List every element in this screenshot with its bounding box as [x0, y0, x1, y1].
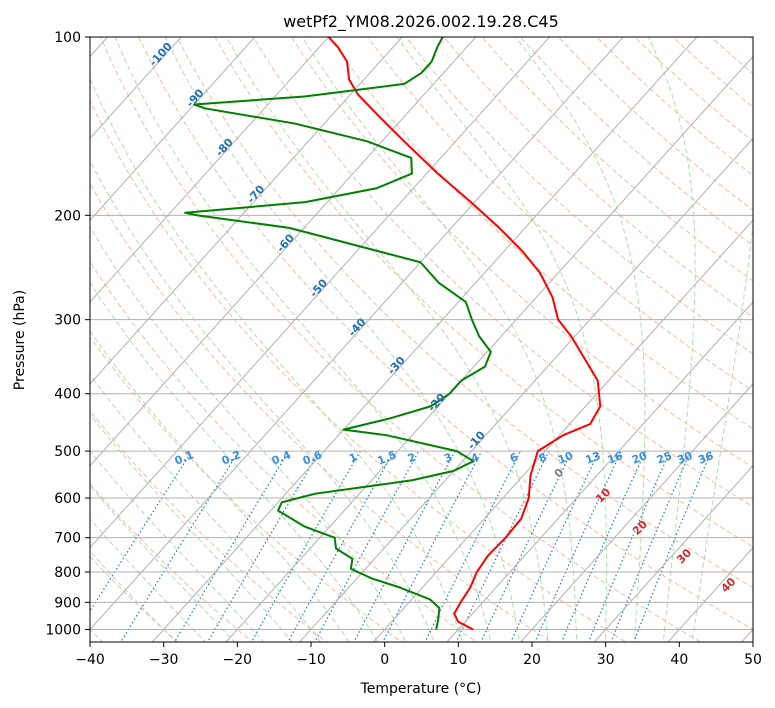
- x-tick-label: −40: [75, 652, 105, 668]
- isotherm-12: [151, 37, 698, 642]
- sounding-profiles: [184, 37, 602, 631]
- y-tick-label: 1000: [45, 622, 81, 638]
- moist-adiabat-4: [90, 413, 293, 642]
- x-tick-label: 40: [670, 652, 688, 668]
- x-axis: −40 −30 −20 −10 0 10 20 30 40 50: [75, 642, 762, 668]
- mixing-ratio-label: 20: [630, 449, 649, 467]
- moist-adiabat-3: [90, 450, 265, 642]
- y-tick-label: 600: [54, 491, 81, 507]
- dry-adiabat-5: [90, 260, 478, 642]
- y-tick-label: 800: [54, 565, 81, 581]
- chart-title: wetPf2_YM08.2026.002.19.28.C45: [283, 12, 559, 32]
- y-axis-label: Pressure (hPa): [12, 290, 28, 390]
- isotherm-5: [90, 37, 182, 140]
- x-axis-label: Temperature (°C): [360, 681, 482, 697]
- dry-adiabat-7: [90, 99, 627, 642]
- x-tick-label: −10: [296, 652, 326, 668]
- temperature-profile: [327, 37, 602, 631]
- isotherm-18: [593, 464, 753, 642]
- isotherm-14: [299, 137, 753, 642]
- moist-adiabat-12: [164, 37, 520, 642]
- dry-adiabat-16: [405, 37, 753, 355]
- dry-adiabat-9: [138, 37, 753, 631]
- y-tick-label: 700: [54, 531, 81, 547]
- dry-adiabat-13: [290, 37, 753, 469]
- isotherm-16: [446, 301, 753, 642]
- y-tick-label: 500: [54, 444, 81, 460]
- isotherm-6: [90, 37, 256, 221]
- dry-adiabat-6: [90, 182, 552, 642]
- mixing-ratio-label: 3: [442, 450, 454, 465]
- moist-adiabat-10: [90, 77, 464, 642]
- plot-frame: [89, 36, 754, 643]
- moist-adiabat-16: [515, 37, 646, 642]
- y-tick-label: 100: [54, 30, 81, 46]
- isotherm-11: [90, 37, 624, 631]
- moist-adiabat-17: [647, 37, 696, 642]
- dry-adiabat-8: [100, 37, 702, 642]
- mixing-ratio-label: 13: [583, 449, 602, 467]
- moist-adiabat-13: [226, 37, 549, 642]
- moist-adiabat-18: [691, 219, 753, 642]
- isotherm-9: [90, 37, 477, 467]
- isotherm-10: [90, 37, 551, 549]
- moist-adiabat-7: [90, 281, 379, 642]
- dewpoint-profile: [184, 37, 492, 630]
- moist-adiabat-1: [90, 518, 206, 642]
- moist-adiabat-11: [114, 37, 492, 642]
- y-tick-label: 300: [54, 313, 81, 329]
- x-tick-label: 0: [380, 652, 389, 668]
- moist-adiabat-0: [90, 550, 177, 642]
- y-tick-label: 200: [54, 208, 81, 224]
- isotherm-13: [225, 55, 753, 642]
- plot-area: -100-90-80-70-60-50-40-30-20-10 0.1 0.2 0.…: [90, 37, 753, 642]
- isotherm-17: [520, 383, 753, 642]
- x-tick-label: 20: [523, 652, 541, 668]
- mixing-ratio-label: 2: [406, 450, 418, 465]
- dry-adiabats: [90, 37, 753, 642]
- mixing-ratio-label: 10: [556, 449, 575, 467]
- mixing-ratio-label: 25: [655, 449, 674, 467]
- dry-adiabat-17: [443, 37, 753, 318]
- dry-adiabat-2: [90, 483, 253, 642]
- x-tick-label: −30: [149, 652, 179, 668]
- moist-adiabat-14: [301, 37, 578, 642]
- moist-adiabat-6: [90, 330, 350, 642]
- mixing-ratio-label: 36: [696, 449, 715, 467]
- moist-adiabat-15: [396, 37, 607, 642]
- isotherm-8: [90, 37, 403, 385]
- mixing-ratio-label: 8: [537, 450, 549, 465]
- dry-adiabat-12: [252, 37, 753, 508]
- y-tick-label: 900: [54, 595, 81, 611]
- mixing-ratio-label: 1: [347, 450, 359, 465]
- x-tick-label: 10: [449, 652, 467, 668]
- dry-adiabat-3: [90, 410, 328, 642]
- x-tick-label: 50: [744, 652, 762, 668]
- mixing-ratio-label: 30: [675, 449, 694, 467]
- y-tick-label: 400: [54, 387, 81, 403]
- y-axis: 100 200 300 400 500 600 700 800 900 1000: [45, 30, 90, 638]
- isotherm-15: [372, 219, 753, 642]
- mixing-ratio-label: 16: [606, 449, 625, 467]
- x-tick-label: 30: [597, 652, 615, 668]
- moist-adiabat-2: [90, 485, 236, 642]
- dry-adiabat-10: [176, 37, 753, 589]
- x-tick-label: −20: [223, 652, 253, 668]
- moist-adiabats: [90, 37, 753, 642]
